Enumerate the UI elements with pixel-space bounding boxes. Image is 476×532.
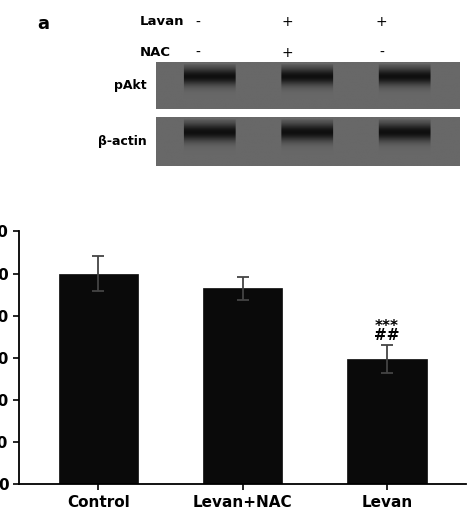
Text: β-actin: β-actin xyxy=(98,135,147,148)
Bar xyxy=(347,359,427,484)
Text: pAkt: pAkt xyxy=(114,79,147,92)
Bar xyxy=(59,273,138,484)
Text: ***: *** xyxy=(375,319,399,334)
Text: a: a xyxy=(37,15,49,34)
Text: -: - xyxy=(196,46,200,60)
Text: -: - xyxy=(379,46,384,60)
Text: +: + xyxy=(376,15,387,29)
Text: +: + xyxy=(282,46,293,60)
Text: NAC: NAC xyxy=(140,46,171,59)
Text: +: + xyxy=(282,15,293,29)
Text: Lavan: Lavan xyxy=(140,15,184,28)
Text: ##: ## xyxy=(374,328,400,343)
Text: -: - xyxy=(196,15,200,29)
Bar xyxy=(203,288,282,484)
